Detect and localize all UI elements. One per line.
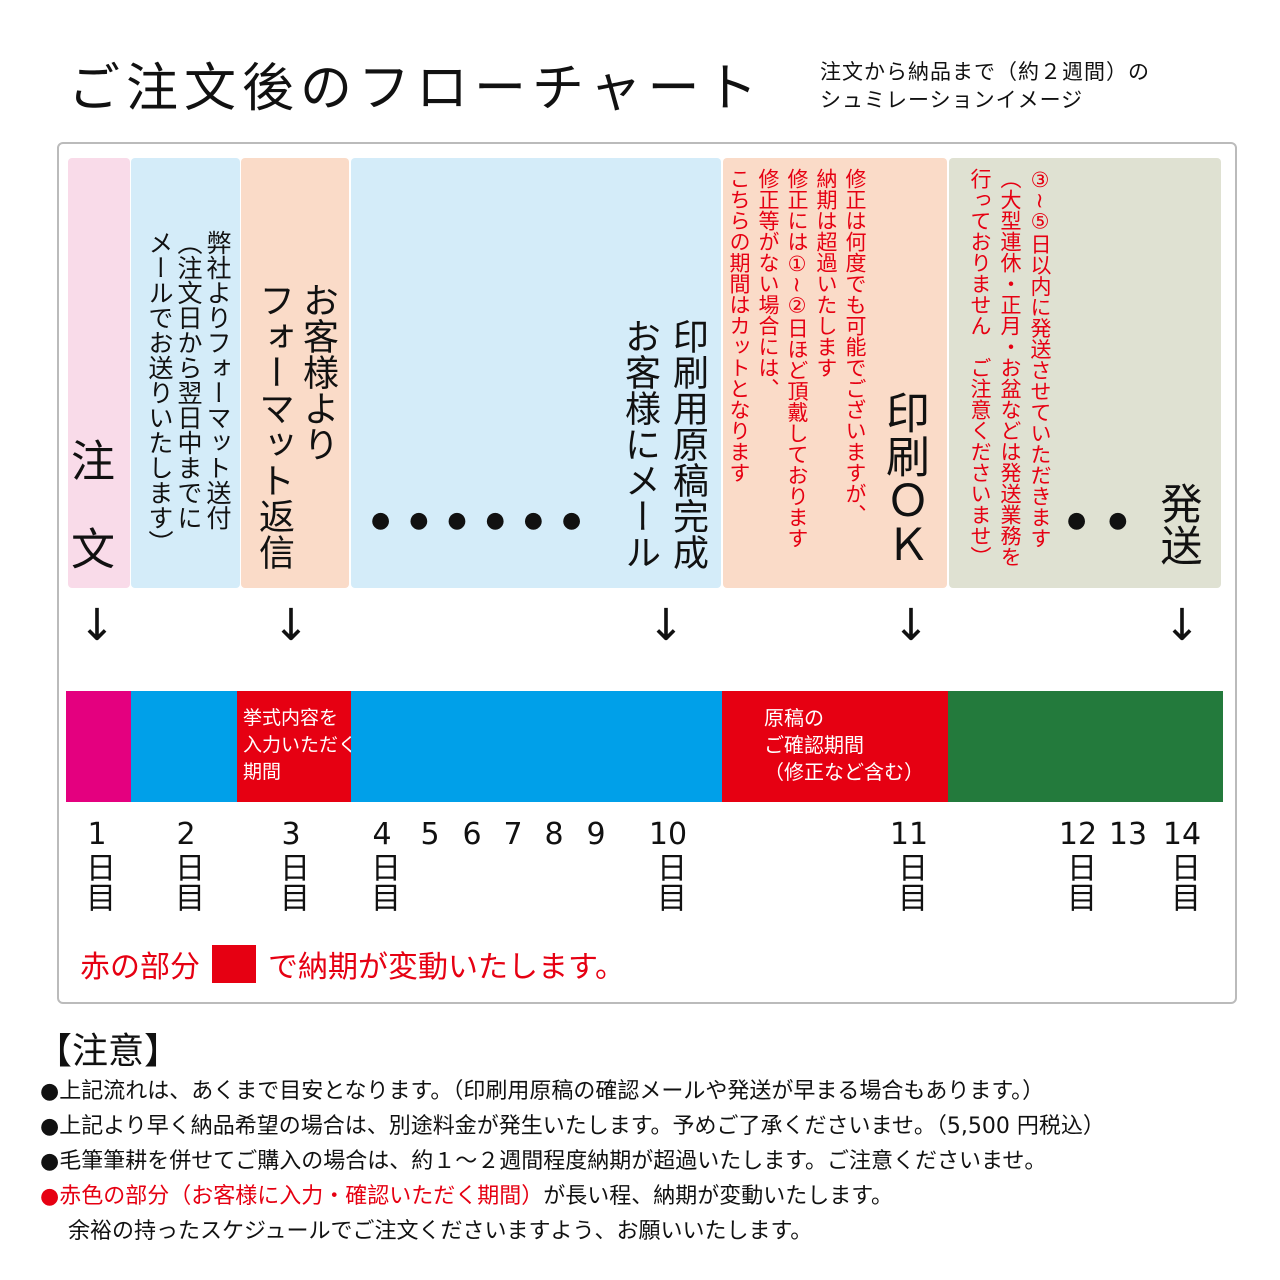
notes-heading: 【注意】 — [36, 1031, 181, 1072]
day-label: 5 — [420, 818, 439, 852]
note-red-text: 赤色の部分（お客様に入力・確認いただく期間） — [59, 1184, 544, 1209]
bar-day2 — [131, 691, 237, 802]
red-swatch — [212, 945, 256, 983]
day-label: 3 日目 — [274, 817, 309, 913]
column-order: 注 文 — [63, 158, 130, 588]
arrow-down-icon: ↓ — [647, 600, 685, 651]
note-item: ●上記流れは、あくまで目安となります。（印刷用原稿の確認メールや発送が早まる場合… — [40, 1079, 1045, 1104]
ship-note-text: ③~⑤日以内に発送させていただきます （大型連休・正月・お盆などは発送業務を 行… — [968, 168, 1052, 567]
day-number: 12 — [1058, 817, 1098, 852]
day-number: 6 — [462, 817, 482, 852]
day-unit: 日目 — [80, 852, 115, 912]
column-print-ok: 修正は何度でも可能でございますが、 納期は超過いたします 修正には①~②日ほど頂… — [723, 158, 947, 588]
day-unit: 日目 — [892, 852, 927, 912]
subtitle-line: シュミレーションイメージ — [820, 88, 1084, 112]
column-ship: ③~⑤日以内に発送させていただきます （大型連休・正月・お盆などは発送業務を 行… — [949, 158, 1221, 588]
day-unit: 日目 — [651, 852, 686, 912]
day-label: 7 — [503, 818, 522, 852]
day-number: 11 — [889, 817, 929, 852]
day-unit: 日目 — [274, 852, 309, 912]
dots: ●● — [1067, 508, 1150, 533]
legend-text: 赤の部分 — [80, 950, 200, 985]
day-label: 6 — [462, 818, 481, 852]
note-item: ●上記より早く納品希望の場合は、別途料金が発生いたします。予めご了承くださいませ… — [40, 1114, 1105, 1139]
format-reply-text: お客様より フォーマット返信 — [253, 282, 338, 570]
print-ok-label: 印刷ＯＫ — [878, 390, 929, 566]
day-unit: 日目 — [365, 852, 400, 912]
day-number: 14 — [1162, 817, 1202, 852]
note-item: 余裕の持ったスケジュールでご注文くださいますよう、お願いいたします。 — [68, 1219, 813, 1244]
day-unit: 日目 — [1061, 852, 1096, 912]
day-label: 8 — [544, 818, 563, 852]
legend: 赤の部分 で納期が変動いたします。 — [80, 942, 625, 986]
proof-note-text: 修正は何度でも可能でございますが、 納期は超過いたします 修正には①~②日ほど頂… — [727, 168, 867, 549]
bar-day1 — [66, 691, 131, 802]
order-label: 注 文 — [63, 438, 114, 570]
column-format-send: 弊社よりフォーマット送付 （注文日から翌日中までに メールでお送りいたします） — [131, 158, 240, 588]
arrow-down-icon: ↓ — [892, 600, 930, 651]
subtitle-line: 注文から納品まで（約２週間）の — [820, 60, 1150, 84]
format-send-text: 弊社よりフォーマット送付 （注文日から翌日中までに メールでお送りいたします） — [145, 230, 232, 555]
column-format-reply: お客様より フォーマット返信 — [241, 158, 349, 588]
day-number: 5 — [420, 817, 440, 852]
day-number: 13 — [1108, 817, 1148, 852]
column-proof: ●●●●●● 印刷用原稿完成 お客様にメール — [351, 158, 721, 588]
day-unit: 日目 — [1165, 852, 1200, 912]
day-number: 9 — [586, 817, 606, 852]
day-label: 14 日目 — [1162, 817, 1202, 913]
day-number: 7 — [503, 817, 523, 852]
day-label: 13 — [1109, 818, 1147, 852]
ship-label: 発送 — [1154, 482, 1203, 566]
page-title: ご注文後のフローチャート — [68, 59, 764, 119]
day-number: 3 — [281, 817, 301, 852]
day-label: 11 日目 — [889, 817, 929, 913]
day-label: 1 日目 — [80, 817, 115, 913]
day-number: 1 — [87, 817, 107, 852]
arrow-down-icon: ↓ — [272, 600, 310, 651]
day-label: 12 日目 — [1058, 817, 1098, 913]
legend-text: で納期が変動いたします。 — [268, 950, 625, 985]
dots: ●●●●●● — [371, 508, 601, 533]
bar-proof — [351, 691, 722, 802]
day-label: 10 日目 — [648, 817, 688, 913]
arrow-down-icon: ↓ — [1163, 600, 1201, 651]
note-text: が長い程、納期が変動いたします。 — [543, 1184, 894, 1209]
day-label: 4 日目 — [365, 817, 400, 913]
day-number: 10 — [648, 817, 688, 852]
day-label: 2 日目 — [169, 817, 204, 913]
day-label: 9 — [586, 818, 605, 852]
bar-ship — [948, 691, 1223, 802]
proof-mail-text: 印刷用原稿完成 お客様にメール — [619, 318, 708, 570]
flow-frame — [57, 142, 1237, 1004]
bullet: ● — [40, 1184, 60, 1209]
bar-input-period: 挙式内容を 入力いただく 期間 — [237, 691, 357, 802]
arrow-down-icon: ↓ — [78, 600, 116, 651]
note-item: ●毛筆筆耕を併せてご購入の場合は、約１～２週間程度納期が超過いたします。ご注意く… — [40, 1149, 1047, 1174]
day-number: 2 — [176, 817, 196, 852]
bar-confirm-period: 原稿の ご確認期間 （修正など含む） — [722, 691, 948, 802]
day-number: 4 — [372, 817, 392, 852]
day-unit: 日目 — [169, 852, 204, 912]
day-number: 8 — [544, 817, 564, 852]
notes-list: ●上記流れは、あくまで目安となります。（印刷用原稿の確認メールや発送が早まる場合… — [40, 1074, 1105, 1249]
note-item: ●赤色の部分（お客様に入力・確認いただく期間）が長い程、納期が変動いたします。 — [40, 1179, 1105, 1214]
subtitle: 注文から納品まで（約２週間）の シュミレーションイメージ — [820, 58, 1150, 114]
